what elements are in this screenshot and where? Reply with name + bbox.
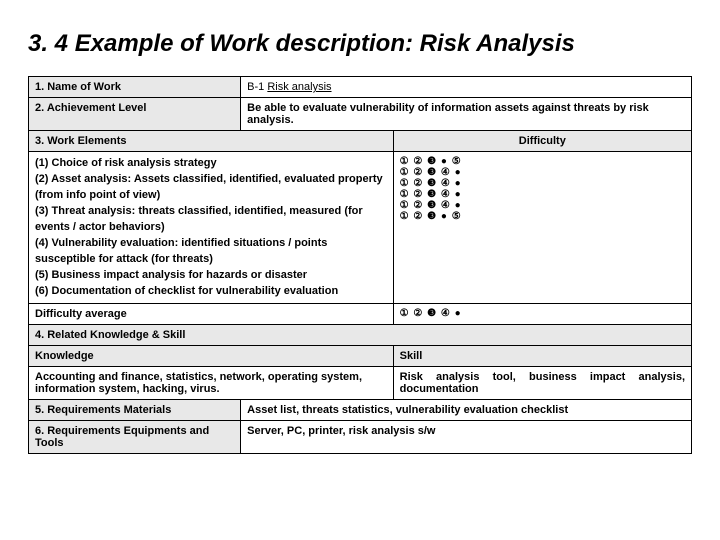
- slide-title: 3. 4 Example of Work description: Risk A…: [28, 30, 692, 58]
- work-element-line: (5) Business impact analysis for hazards…: [35, 268, 387, 284]
- related-knowledge-label: 4. Related Knowledge & Skill: [29, 325, 692, 346]
- table-row: Knowledge Skill: [29, 346, 692, 367]
- table-row: 2. Achievement Level Be able to evaluate…: [29, 98, 692, 131]
- difficulty-line: ① ② ❸ ④ ●: [400, 200, 685, 211]
- table-row: Difficulty average ① ② ❸ ④ ●: [29, 304, 692, 325]
- name-prefix: B-1: [247, 81, 267, 93]
- work-element-line: (6) Documentation of checklist for vulne…: [35, 284, 387, 300]
- name-underlined: Risk analysis: [267, 81, 331, 93]
- work-element-line: (2) Asset analysis: Assets classified, i…: [35, 172, 387, 204]
- skill-value: Risk analysis tool, business impact anal…: [393, 367, 691, 400]
- table-row: 4. Related Knowledge & Skill: [29, 325, 692, 346]
- table-row: 6. Requirements Equipments and Tools Ser…: [29, 421, 692, 454]
- materials-value: Asset list, threats statistics, vulnerab…: [241, 400, 692, 421]
- equip-label: 6. Requirements Equipments and Tools: [29, 421, 241, 454]
- difficulty-line: ① ② ❸ ④ ●: [400, 178, 685, 189]
- materials-label: 5. Requirements Materials: [29, 400, 241, 421]
- table-row: 3. Work Elements Difficulty: [29, 131, 692, 152]
- work-element-line: (4) Vulnerability evaluation: identified…: [35, 236, 387, 268]
- difficulty-column: ① ② ❸ ● ⑤① ② ❸ ④ ●① ② ❸ ④ ●① ② ❸ ④ ●① ② …: [393, 152, 691, 304]
- knowledge-value: Accounting and finance, statistics, netw…: [29, 367, 394, 400]
- skill-header: Skill: [393, 346, 691, 367]
- difficulty-avg-label: Difficulty average: [29, 304, 394, 325]
- slide-container: 3. 4 Example of Work description: Risk A…: [0, 0, 720, 484]
- work-element-line: (1) Choice of risk analysis strategy: [35, 156, 387, 172]
- difficulty-header: Difficulty: [393, 131, 691, 152]
- achievement-value: Be able to evaluate vulnerability of inf…: [241, 98, 692, 131]
- difficulty-line: ① ② ❸ ④ ●: [400, 167, 685, 178]
- work-element-line: (3) Threat analysis: threats classified,…: [35, 204, 387, 236]
- work-description-table: 1. Name of Work B-1 Risk analysis 2. Ach…: [28, 76, 692, 454]
- achievement-label: 2. Achievement Level: [29, 98, 241, 131]
- table-row: (1) Choice of risk analysis strategy(2) …: [29, 152, 692, 304]
- difficulty-line: ① ② ❸ ● ⑤: [400, 211, 685, 222]
- work-elements-cell: (1) Choice of risk analysis strategy(2) …: [29, 152, 394, 304]
- difficulty-line: ① ② ❸ ● ⑤: [400, 156, 685, 167]
- table-row: 1. Name of Work B-1 Risk analysis: [29, 77, 692, 98]
- difficulty-avg-value: ① ② ❸ ④ ●: [393, 304, 691, 325]
- table-row: 5. Requirements Materials Asset list, th…: [29, 400, 692, 421]
- name-of-work-value: B-1 Risk analysis: [241, 77, 692, 98]
- knowledge-header: Knowledge: [29, 346, 394, 367]
- equip-value: Server, PC, printer, risk analysis s/w: [241, 421, 692, 454]
- work-elements-label: 3. Work Elements: [29, 131, 394, 152]
- name-of-work-label: 1. Name of Work: [29, 77, 241, 98]
- difficulty-line: ① ② ❸ ④ ●: [400, 189, 685, 200]
- table-row: Accounting and finance, statistics, netw…: [29, 367, 692, 400]
